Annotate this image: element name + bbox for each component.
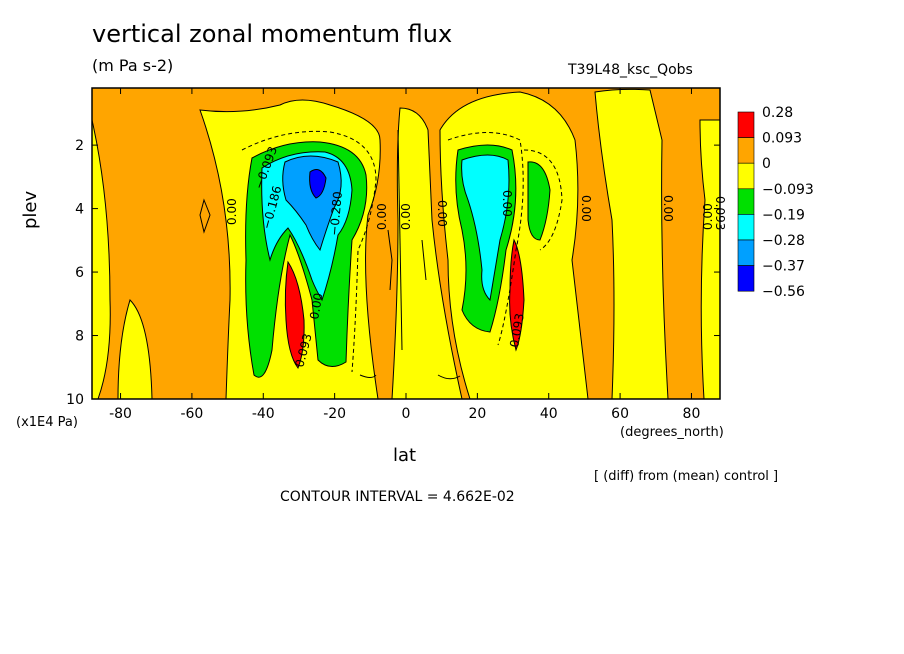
colorbar-swatch	[737, 111, 755, 138]
x-tick-label: 20	[468, 406, 486, 422]
contour-label: 0.00	[399, 203, 413, 230]
contour-label: 0.00	[701, 203, 715, 230]
run-label: T39L48_ksc_Qobs	[568, 62, 693, 78]
x-axis: -80 -60 -40 -20 0 20 40 60 80	[109, 88, 700, 422]
dark-blue-regions	[309, 169, 327, 199]
contour-interval: CONTOUR INTERVAL = 4.662E-02	[280, 489, 515, 505]
colorbar-swatch	[737, 239, 755, 266]
contour-label: 0.00	[579, 195, 593, 222]
colorbar-swatch	[737, 214, 755, 241]
contour-label: −0.280	[327, 191, 345, 236]
colorbar-label: 0.28	[762, 105, 793, 121]
blue-regions	[282, 155, 342, 252]
y-axis-units: (x1E4 Pa)	[16, 415, 78, 430]
y-tick-label: 4	[75, 202, 84, 218]
y-tick-label: 10	[66, 392, 84, 408]
contour-label: 0.00	[661, 195, 675, 222]
colorbar-label: −0.19	[762, 207, 805, 223]
colorbar: 0.28 0.093 0 −0.093 −0.19 −0.28 −0.37 −0.56	[737, 105, 814, 300]
colorbar-label: 0.093	[762, 131, 802, 147]
chart-title: vertical zonal momentum flux	[92, 20, 453, 48]
contour-label: 0.00	[375, 203, 389, 230]
y-tick-label: 2	[75, 138, 84, 154]
colorbar-label: −0.093	[762, 182, 814, 198]
contour-label: 0.00	[500, 190, 514, 217]
contour-label: 0.00	[435, 200, 449, 227]
zero-contours	[199, 129, 461, 380]
x-tick-label: -80	[109, 406, 132, 422]
colorbar-label: −0.28	[762, 233, 805, 249]
x-tick-label: -60	[180, 406, 203, 422]
contour-label: 0.093	[713, 196, 727, 230]
colorbar-swatch	[737, 265, 755, 292]
colorbar-label: 0	[762, 156, 771, 172]
x-tick-label: 40	[540, 406, 558, 422]
x-tick-label: 0	[402, 406, 411, 422]
diff-note: [ (diff) from (mean) control ]	[594, 469, 779, 484]
colorbar-swatch	[737, 162, 755, 190]
x-axis-units: (degrees_north)	[620, 425, 724, 440]
contour-label: 0.00	[307, 292, 325, 321]
x-tick-label: 60	[611, 406, 629, 422]
colorbar-swatch	[737, 137, 755, 164]
y-tick-label: 8	[75, 329, 84, 345]
colorbar-label: −0.56	[762, 284, 805, 300]
red-regions	[284, 238, 525, 370]
dashed-contours	[241, 130, 563, 373]
contour-label: 0.00	[225, 198, 239, 225]
chart-subtitle: (m Pa s-2)	[92, 56, 174, 75]
colorbar-swatch	[737, 188, 755, 215]
y-tick-label: 6	[75, 265, 84, 281]
y-axis: 2 4 6 8 10	[66, 138, 720, 408]
x-axis-label: lat	[393, 445, 417, 466]
contour-field	[92, 88, 720, 399]
contour-label: 0.093	[507, 312, 527, 348]
colorbar-label: −0.37	[762, 259, 805, 275]
x-tick-label: 80	[683, 406, 701, 422]
x-tick-label: -40	[252, 406, 275, 422]
x-tick-label: -20	[323, 406, 346, 422]
